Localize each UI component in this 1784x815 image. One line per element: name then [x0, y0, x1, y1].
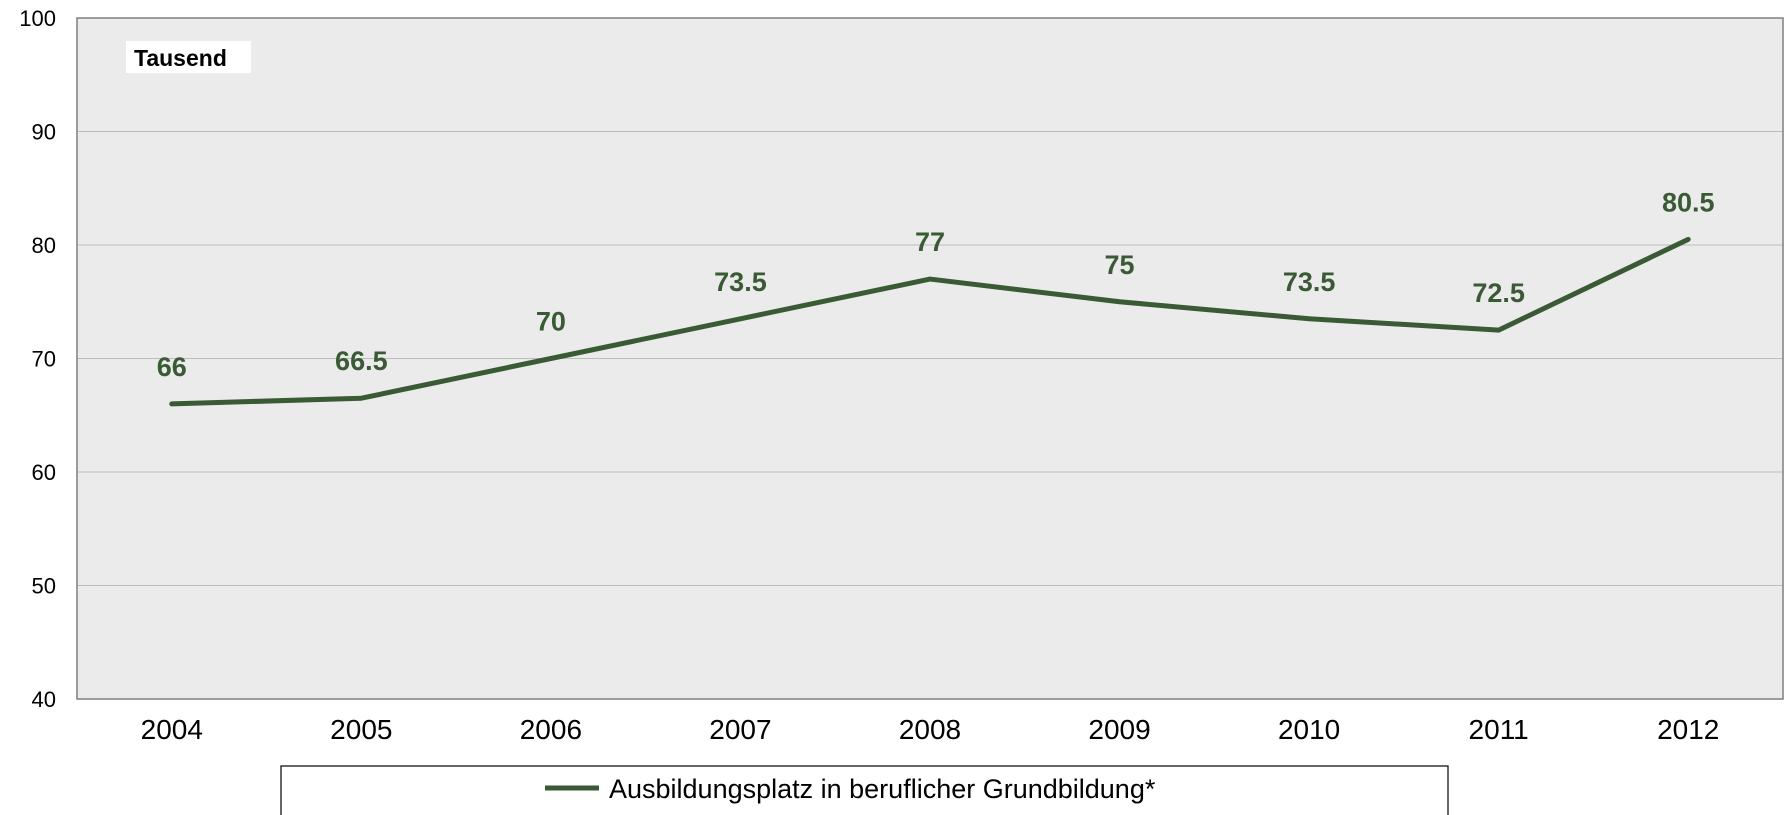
y-axis-ticks: 40 50 60 70 80 90 100 — [19, 6, 56, 712]
data-label: 70 — [536, 307, 566, 337]
x-tick-label: 2012 — [1657, 714, 1719, 745]
unit-label-box: Tausend — [126, 41, 251, 73]
y-tick-label: 100 — [19, 6, 56, 31]
y-tick-label: 90 — [32, 120, 56, 145]
unit-label: Tausend — [134, 45, 227, 71]
series-line — [169, 236, 1691, 407]
plot-frame — [76, 17, 1784, 700]
axes — [76, 17, 1784, 700]
gridlines — [77, 131, 1783, 586]
y-tick-label: 70 — [32, 347, 56, 372]
unit-label-background — [126, 41, 251, 73]
x-tick-label: 2005 — [330, 714, 392, 745]
x-tick-label: 2011 — [1469, 714, 1529, 745]
data-label: 73.5 — [1283, 267, 1336, 297]
x-tick-label: 2007 — [709, 714, 771, 745]
x-tick-label: 2010 — [1278, 714, 1340, 745]
data-label: 77 — [915, 227, 945, 257]
data-label: 73.5 — [714, 267, 767, 297]
x-tick-label: 2004 — [141, 714, 203, 745]
y-tick-label: 40 — [32, 687, 56, 712]
data-label: 75 — [1105, 250, 1135, 280]
legend: Ausbildungsplatz in beruflicher Grundbil… — [280, 765, 1449, 815]
x-tick-label: 2008 — [899, 714, 961, 745]
data-labels: 66 66.5 70 73.5 77 75 73.5 72.5 80.5 — [157, 187, 1715, 382]
legend-entry: Ausbildungsplatz in beruflicher Grundbil… — [609, 774, 1156, 804]
y-tick-label: 80 — [32, 233, 56, 258]
y-tick-label: 60 — [32, 460, 56, 485]
series-layer — [169, 236, 1691, 407]
data-label: 66 — [157, 352, 187, 382]
x-tick-label: 2009 — [1088, 714, 1150, 745]
x-axis-ticks: 2004 2005 2006 2007 2008 2009 2010 2011 2012 — [141, 714, 1720, 745]
y-tick-label: 50 — [32, 574, 56, 599]
x-tick-label: 2006 — [520, 714, 582, 745]
data-label: 80.5 — [1662, 187, 1715, 217]
legend-box — [280, 765, 1449, 815]
data-label: 72.5 — [1472, 278, 1525, 308]
data-label: 66.5 — [335, 346, 388, 376]
